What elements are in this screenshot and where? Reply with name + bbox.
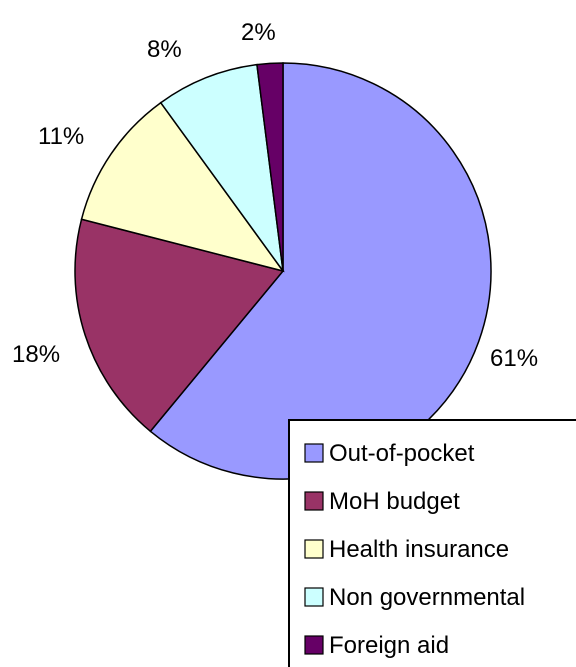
pie-slice-moh-budget [74,218,285,433]
legend: Out-of-pocket MoH budget Health insurance N… [288,419,576,667]
pie-slice-health-insurance [80,101,285,273]
legend-box [288,419,576,667]
slice-label-out-of-pocket: 61% [490,345,538,372]
slice-label-non-governmental: 8% [147,36,182,63]
slice-label-health-insurance: 11% [38,123,84,150]
slice-label-moh-budget: 18% [12,341,60,368]
pie-slice-out-of-pocket [149,62,492,480]
legend-swatch-moh-budget [304,491,324,511]
legend-swatch-foreign-aid [304,635,324,655]
pie-slice-non-governmental [159,63,284,272]
legend-label-moh-budget: MoH budget [329,488,460,515]
pie-slices [74,62,492,480]
legend-swatch-non-governmental [304,587,324,607]
slice-label-foreign-aid: 2% [241,19,276,46]
legend-swatch-out-of-pocket [304,443,324,463]
legend-label-out-of-pocket: Out-of-pocket [329,440,475,467]
legend-label-non-governmental: Non governmental [329,584,525,611]
pie-slice-foreign-aid [256,62,284,272]
legend-label-foreign-aid: Foreign aid [329,632,449,659]
legend-swatch-health-insurance [304,539,324,559]
legend-label-health-insurance: Health insurance [329,536,509,563]
slice-labels: 61% 18% 11% 8% 2% [12,19,538,372]
